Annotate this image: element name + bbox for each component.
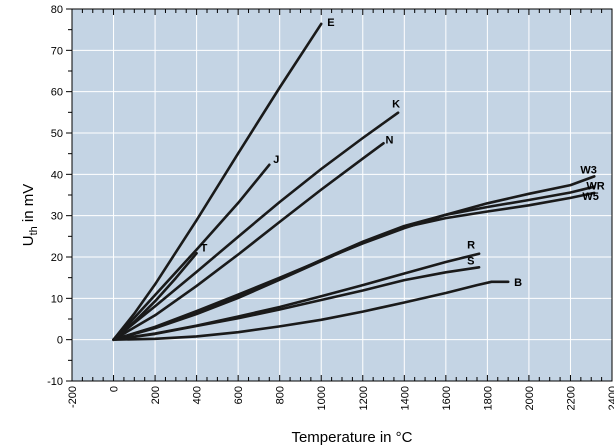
- series-label-s: S: [467, 255, 474, 267]
- x-tick-labels: -200 0 200 400 600 800 1000 1200 1400 1600 1800 200…: [67, 386, 614, 410]
- series-line-n: [112, 142, 385, 341]
- x-tick-label: 0: [109, 386, 121, 392]
- y-axis-title: Uth in mV: [20, 184, 40, 247]
- y-axis-title-rest: in mV: [20, 184, 37, 227]
- series-lines: [112, 22, 596, 341]
- plot-area: [72, 9, 612, 381]
- x-axis-title: Temperature in °C: [291, 429, 412, 446]
- y-axis-title-main: U: [20, 235, 37, 246]
- x-tick-label: 600: [233, 386, 245, 404]
- x-tick-label: 1400: [399, 386, 411, 410]
- x-tick-label: 2000: [524, 386, 536, 410]
- y-tick-label: 30: [51, 211, 63, 223]
- series-label-e: E: [327, 17, 334, 29]
- series-label-n: N: [386, 134, 394, 146]
- x-tick-label: 1000: [316, 386, 328, 410]
- axis-ticks: [66, 8, 613, 382]
- y-tick-label: 0: [57, 335, 63, 347]
- x-tick-label: 400: [192, 386, 204, 404]
- x-tick-label: 200: [150, 386, 162, 404]
- y-tick-labels: -10 0 10 20 30 40 50 60 70 80: [47, 4, 63, 388]
- series-label-b: B: [514, 277, 522, 289]
- x-tick-label: 2400: [607, 386, 614, 410]
- series-line-b: [112, 280, 510, 341]
- y-tick-label: 10: [51, 293, 63, 305]
- series-label-w5: W5: [582, 191, 599, 203]
- y-axis-title-sub: th: [28, 226, 40, 235]
- y-tick-label: 20: [51, 252, 63, 264]
- series-line-k: [112, 111, 400, 341]
- series-label-k: K: [392, 99, 400, 111]
- series-label-w3: W3: [580, 164, 597, 176]
- series-line-t: [112, 252, 198, 341]
- x-tick-label: 1800: [482, 386, 494, 410]
- x-tick-label: 1600: [441, 386, 453, 410]
- series-label-j: J: [273, 154, 279, 166]
- y-tick-label: -10: [47, 376, 63, 388]
- series-line-w5: [112, 191, 596, 341]
- x-tick-label: 1200: [358, 386, 370, 410]
- x-tick-label: -200: [67, 386, 79, 408]
- y-tick-label: 70: [51, 45, 63, 57]
- y-tick-label: 50: [51, 128, 63, 140]
- x-tick-label: 2200: [565, 386, 577, 410]
- series-label-t: T: [201, 242, 208, 254]
- series-label-r: R: [467, 240, 475, 252]
- y-tick-label: 80: [51, 4, 63, 16]
- series-line-j: [112, 163, 271, 341]
- x-tick-label: 800: [275, 386, 287, 404]
- series-line-s: [112, 266, 481, 341]
- series-line-e: [112, 22, 323, 341]
- y-tick-label: 40: [51, 169, 63, 181]
- series-label-wr: WR: [586, 181, 604, 193]
- y-tick-label: 60: [51, 87, 63, 99]
